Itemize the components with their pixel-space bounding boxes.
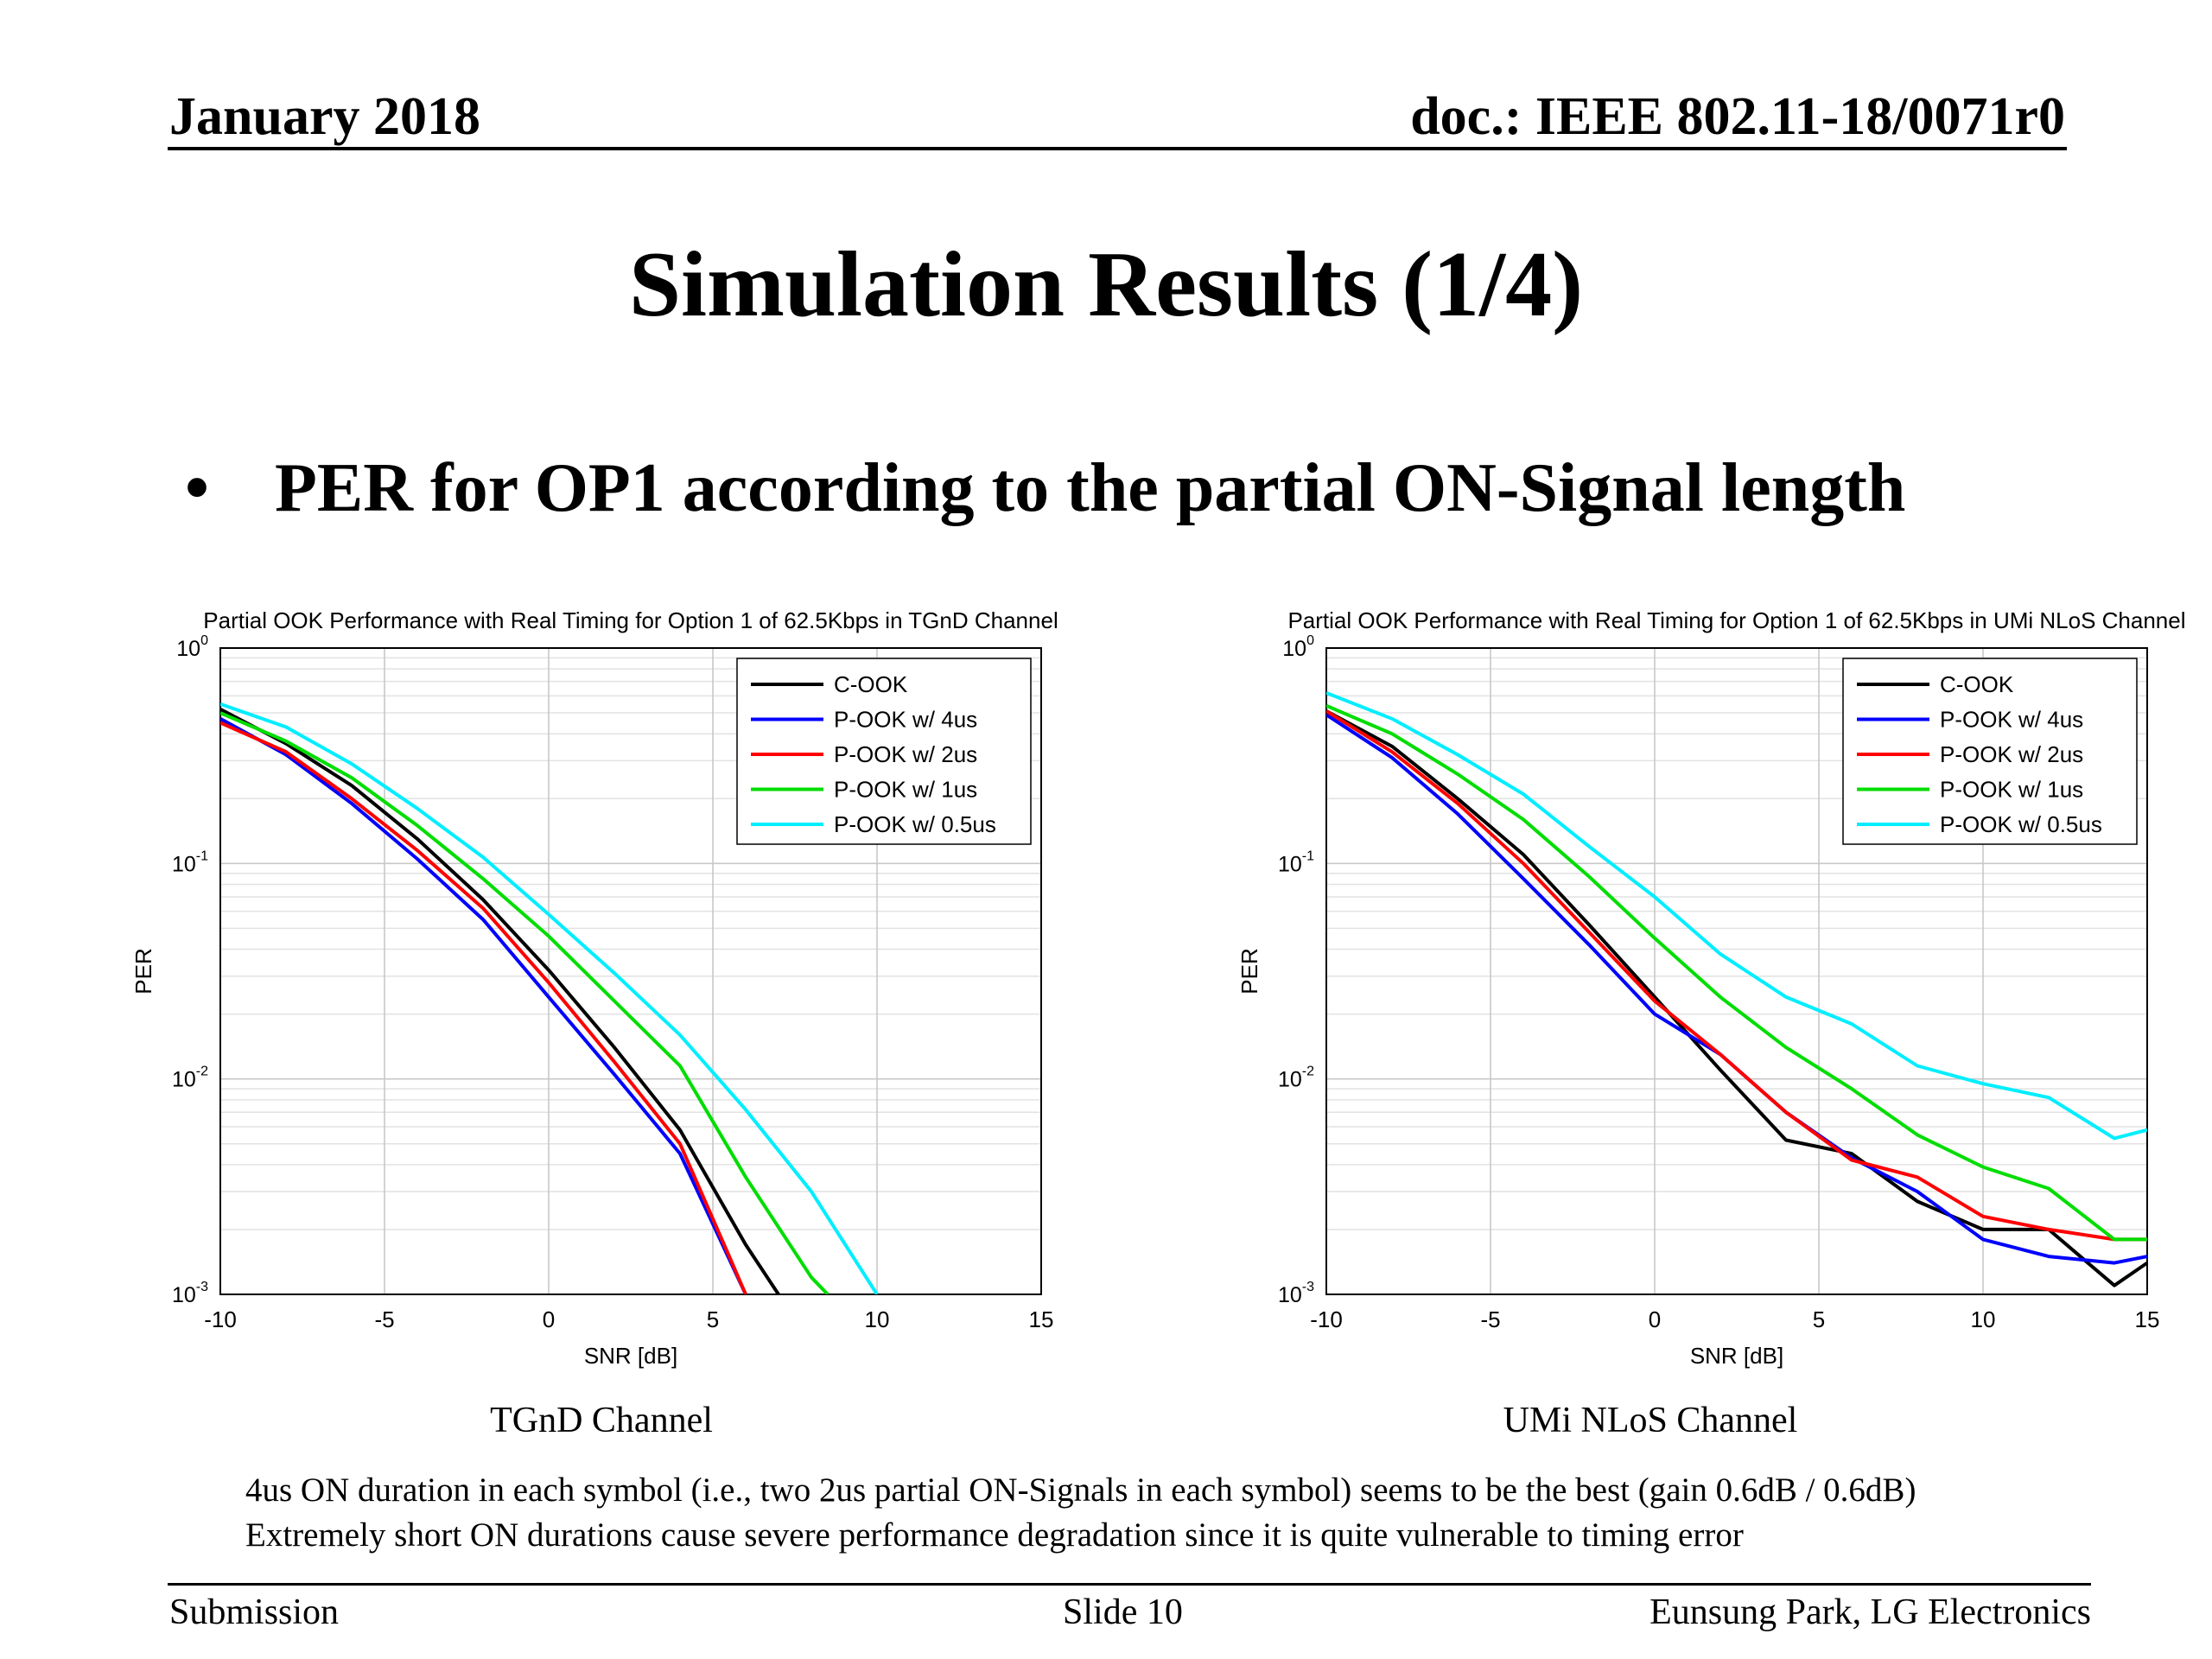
legend-box xyxy=(736,658,1032,845)
y-tick-exponent: -2 xyxy=(196,1065,208,1079)
legend-label-2: P-OOK w/ 2us xyxy=(1940,741,2083,767)
series-line-3 xyxy=(1326,703,2147,1242)
series-line-4 xyxy=(220,702,879,1294)
y-tick-exponent: -3 xyxy=(196,1280,208,1294)
y-tick-label: 10-2 xyxy=(1278,1065,1314,1092)
header-doc-id: doc.: IEEE 802.11-18/0071r0 xyxy=(1410,87,2065,146)
series-line-2 xyxy=(220,721,747,1294)
footer-slide-number: Slide 10 xyxy=(1063,1592,1183,1632)
note-line-2: Extremely short ON durations cause sever… xyxy=(245,1516,1744,1554)
x-tick-label: 0 xyxy=(1649,1306,1661,1332)
series-line-1 xyxy=(220,717,747,1294)
y-tick-exponent: 0 xyxy=(200,633,208,648)
footer-rule xyxy=(168,1583,2091,1586)
x-tick-label: 15 xyxy=(1029,1306,1054,1332)
x-tick-label: 10 xyxy=(1971,1306,1996,1332)
legend-label-1: P-OOK w/ 4us xyxy=(1940,707,2083,733)
caption-umi-nlos: UMi NLoS Channel xyxy=(1503,1401,1798,1440)
y-tick-exponent: -1 xyxy=(1302,849,1314,863)
y-tick-label: 10-2 xyxy=(172,1065,208,1092)
series-line-0 xyxy=(1326,709,2147,1287)
bullet-marker: • xyxy=(185,450,210,526)
y-tick-label: 10-1 xyxy=(172,849,208,876)
series-line-0 xyxy=(220,708,780,1294)
legend-label-0: C-OOK xyxy=(834,671,908,697)
caption-tgnd: TGnD Channel xyxy=(490,1401,713,1440)
legend-label-4: P-OOK w/ 0.5us xyxy=(1940,811,2102,837)
x-tick-label: -10 xyxy=(204,1306,237,1332)
legend-label-3: P-OOK w/ 1us xyxy=(1940,777,2083,803)
x-tick-label: -5 xyxy=(1480,1306,1500,1332)
plot-frame xyxy=(219,647,1042,1295)
x-tick-label: -10 xyxy=(1310,1306,1343,1332)
y-tick-exponent: -1 xyxy=(196,849,208,863)
y-tick-label: 100 xyxy=(1282,633,1314,661)
y-tick-label: 10-3 xyxy=(1278,1280,1314,1307)
chart-title: Partial OOK Performance with Real Timing… xyxy=(203,607,1058,633)
series-line-2 xyxy=(1326,709,2147,1242)
plot-frame xyxy=(1325,647,2148,1295)
y-tick-label: 100 xyxy=(176,633,208,661)
x-tick-label: 5 xyxy=(1813,1306,1825,1332)
x-tick-label: -5 xyxy=(374,1306,394,1332)
bullet-text: PER for OP1 according to the partial ON-… xyxy=(275,450,1906,526)
series-line-4 xyxy=(1326,690,2147,1141)
footer-submission: Submission xyxy=(169,1592,340,1632)
chart-title: Partial OOK Performance with Real Timing… xyxy=(1287,607,2185,633)
header-date: January 2018 xyxy=(169,87,480,146)
x-axis-label: SNR [dB] xyxy=(1690,1343,1783,1369)
y-tick-label: 10-1 xyxy=(1278,849,1314,876)
legend-label-3: P-OOK w/ 1us xyxy=(834,777,977,803)
x-tick-label: 5 xyxy=(707,1306,719,1332)
header-rule xyxy=(168,147,2067,150)
legend-label-2: P-OOK w/ 2us xyxy=(834,741,977,767)
x-tick-label: 15 xyxy=(2135,1306,2160,1332)
legend-label-4: P-OOK w/ 0.5us xyxy=(834,811,996,837)
x-axis-label: SNR [dB] xyxy=(584,1343,677,1369)
slide-title: Simulation Results (1/4) xyxy=(628,233,1584,336)
note-line-1: 4us ON duration in each symbol (i.e., tw… xyxy=(245,1471,1916,1509)
x-tick-label: 10 xyxy=(865,1306,890,1332)
x-tick-label: 0 xyxy=(543,1306,555,1332)
y-tick-label: 10-3 xyxy=(172,1280,208,1307)
legend-box xyxy=(1842,658,2138,845)
legend-label-0: C-OOK xyxy=(1940,671,2014,697)
y-tick-exponent: 0 xyxy=(1306,633,1314,648)
y-tick-exponent: -3 xyxy=(1302,1280,1314,1294)
y-axis-label: PER xyxy=(1236,948,1262,994)
footer-author: Eunsung Park, LG Electronics xyxy=(1649,1592,2091,1632)
series-line-3 xyxy=(220,711,830,1294)
legend-label-1: P-OOK w/ 4us xyxy=(834,707,977,733)
y-tick-exponent: -2 xyxy=(1302,1065,1314,1079)
y-axis-label: PER xyxy=(130,948,156,994)
